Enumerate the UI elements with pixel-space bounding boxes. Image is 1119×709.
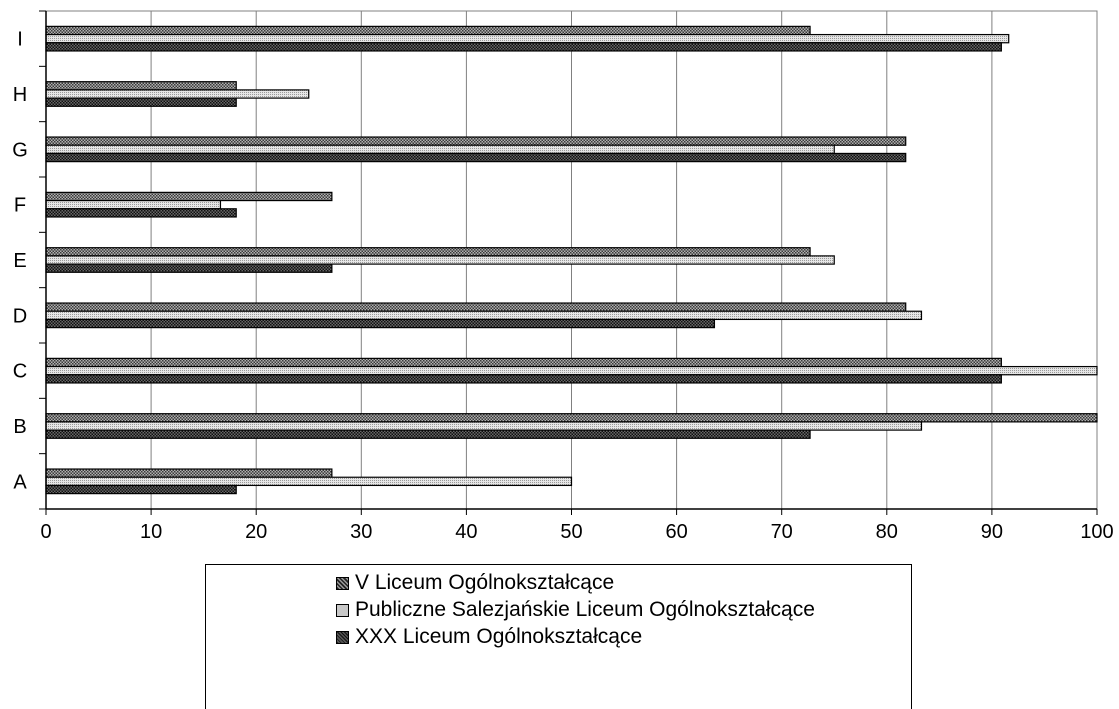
bar-A-series-1 <box>45 476 573 487</box>
legend-item-xxx-liceum: XXX Liceum Ogólnokształcące <box>336 625 642 649</box>
y-tick-label: F <box>14 195 26 217</box>
bar-E-series-0 <box>45 247 811 257</box>
bar-C-series-0 <box>45 357 1002 368</box>
x-tick-label: 90 <box>981 521 1003 543</box>
bar-H-series-0 <box>45 81 237 91</box>
x-tick-label: 10 <box>140 521 162 543</box>
y-tick-label: G <box>12 139 28 161</box>
legend-swatch <box>336 576 349 590</box>
bar-G-series-1 <box>45 144 835 155</box>
y-tick-label: D <box>13 305 27 327</box>
bar-A-series-2 <box>45 484 237 495</box>
axis-layer <box>39 10 1098 515</box>
legend-swatch <box>336 603 349 617</box>
bar-C-series-1 <box>45 365 1098 376</box>
bar-D-series-1 <box>45 310 923 321</box>
legend: V Liceum Ogólnokształcące Publiczne Sale… <box>205 564 912 709</box>
bar-I-series-0 <box>45 25 811 36</box>
bar-A-series-0 <box>45 468 333 478</box>
bar-G-series-2 <box>45 152 907 163</box>
legend-label: V Liceum Ogólnokształcące <box>355 571 615 594</box>
x-tick-label: 50 <box>560 521 582 543</box>
legend-swatch <box>336 630 349 644</box>
x-tick-label: 20 <box>245 521 267 543</box>
y-tick-label: A <box>13 471 27 493</box>
bar-H-series-2 <box>45 97 237 107</box>
x-tick-label: 60 <box>665 521 687 543</box>
x-tick-label: 80 <box>876 521 898 543</box>
bar-B-series-2 <box>45 429 811 439</box>
y-tick-label: H <box>13 84 27 106</box>
bar-F-series-1 <box>45 199 222 210</box>
legend-label: Publiczne Salezjańskie Liceum Ogólnokszt… <box>355 598 815 621</box>
y-tick-label: I <box>17 29 23 51</box>
x-tick-label: 0 <box>40 521 51 543</box>
bar-D-series-0 <box>45 302 907 312</box>
bar-E-series-1 <box>45 255 835 265</box>
bar-F-series-2 <box>45 208 237 218</box>
y-tick-label: E <box>13 250 26 272</box>
legend-item-salezjanskie: Publiczne Salezjańskie Liceum Ogólnokszt… <box>336 598 815 622</box>
bar-H-series-1 <box>45 89 310 99</box>
y-tick-label: C <box>13 361 27 383</box>
bar-E-series-2 <box>45 263 333 273</box>
labels-layer: 0 10 20 30 40 50 60 70 80 90 100 A B C D E F G H I <box>12 29 1113 543</box>
x-tick-label: 100 <box>1080 521 1113 543</box>
x-tick-label: 70 <box>771 521 793 543</box>
y-tick-label: B <box>13 416 26 438</box>
bar-C-series-2 <box>45 374 1002 384</box>
x-tick-label: 40 <box>455 521 477 543</box>
bar-G-series-0 <box>45 136 907 146</box>
bars-layer <box>45 25 1098 495</box>
bar-D-series-2 <box>45 318 716 329</box>
bar-B-series-1 <box>45 421 923 431</box>
bar-I-series-1 <box>45 33 1010 44</box>
bar-I-series-2 <box>45 42 1002 52</box>
bar-B-series-0 <box>45 413 1098 423</box>
bar-F-series-0 <box>45 191 333 202</box>
legend-label: XXX Liceum Ogólnokształcące <box>355 625 643 648</box>
legend-item-v-liceum: V Liceum Ogólnokształcące <box>336 571 614 595</box>
x-tick-label: 30 <box>350 521 372 543</box>
